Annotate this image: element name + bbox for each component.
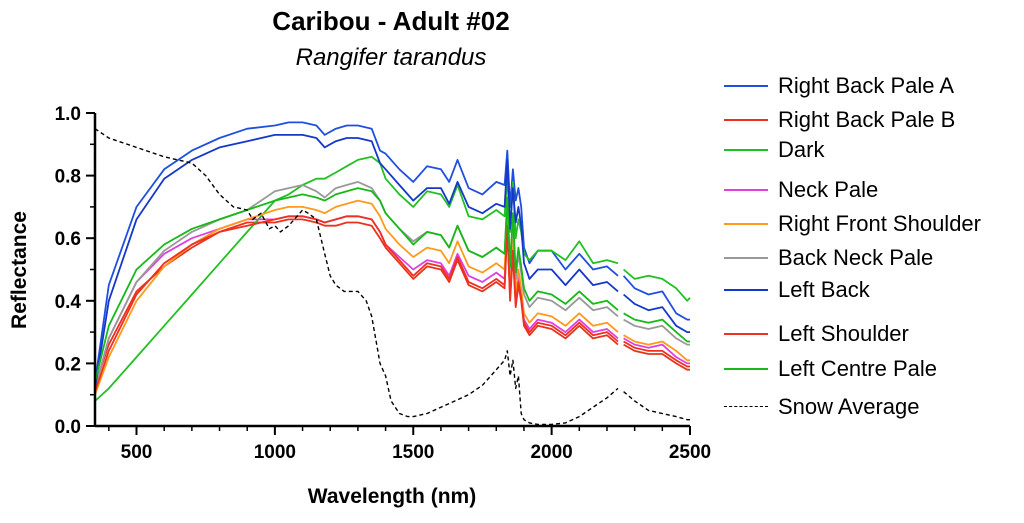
y-tick-label: 1.0 [55, 104, 81, 125]
legend-swatch [724, 368, 768, 370]
x-ticks: 500 1000 1500 2000 2500 [108, 426, 711, 463]
series-line-left-centre-pale [94, 187, 690, 383]
legend-label: Dark [778, 137, 825, 162]
series-line-dark [94, 155, 691, 402]
y-axis-label: Reflectance [8, 211, 31, 329]
chart-title: Caribou - Adult #02 [272, 6, 510, 36]
legend-swatch [724, 189, 768, 191]
x-tick-label: 500 [121, 442, 153, 463]
legend-label: Right Back Pale A [778, 73, 955, 98]
series-line-right-back-pale-b [94, 218, 690, 386]
series-line-left-back [94, 134, 690, 389]
plot-area: 500 1000 1500 2000 2500 0.0 0.2 0.4 0.6 0.8 1.0 W… [8, 104, 711, 508]
y-tick-label: 0.0 [55, 417, 81, 438]
legend-swatch [724, 85, 768, 87]
legend-swatch [724, 119, 768, 121]
x-tick-label: 2500 [669, 442, 711, 463]
x-tick-label: 1500 [392, 442, 434, 463]
x-axis-label: Wavelength (nm) [308, 485, 476, 508]
legend-swatch [724, 149, 768, 151]
legend-swatch [724, 223, 768, 225]
legend-swatch [724, 289, 768, 291]
legend-label: Right Back Pale B [778, 107, 956, 132]
series-layer [94, 121, 691, 426]
series-line-right-front-shoulder [94, 199, 690, 396]
legend-swatch [724, 406, 768, 407]
legend-swatch [724, 257, 768, 259]
legend-label: Neck Pale [778, 177, 879, 202]
y-tick-label: 0.8 [55, 167, 81, 188]
chart-subtitle: Rangifer tarandus [295, 44, 487, 71]
y-tick-label: 0.2 [55, 354, 81, 375]
legend-label: Snow Average [778, 394, 920, 419]
y-tick-label: 0.4 [55, 292, 82, 313]
y-ticks: 0.0 0.2 0.4 0.6 0.8 1.0 [55, 104, 95, 438]
x-tick-label: 1000 [254, 442, 296, 463]
legend-label: Left Centre Pale [778, 356, 937, 381]
x-tick-label: 2000 [530, 442, 572, 463]
legend-label: Back Neck Pale [778, 245, 934, 270]
legend-label: Left Back [778, 277, 870, 302]
y-tick-label: 0.6 [55, 229, 81, 250]
legend-swatch [724, 333, 768, 335]
series-line-back-neck-pale [94, 181, 690, 389]
legend-label: Left Shoulder [778, 321, 909, 346]
series-line-snow-average [94, 128, 690, 426]
series-line-left-shoulder [94, 215, 690, 392]
series-line-right-back-pale-a [94, 121, 690, 383]
legend-label: Right Front Shoulder [778, 211, 981, 236]
